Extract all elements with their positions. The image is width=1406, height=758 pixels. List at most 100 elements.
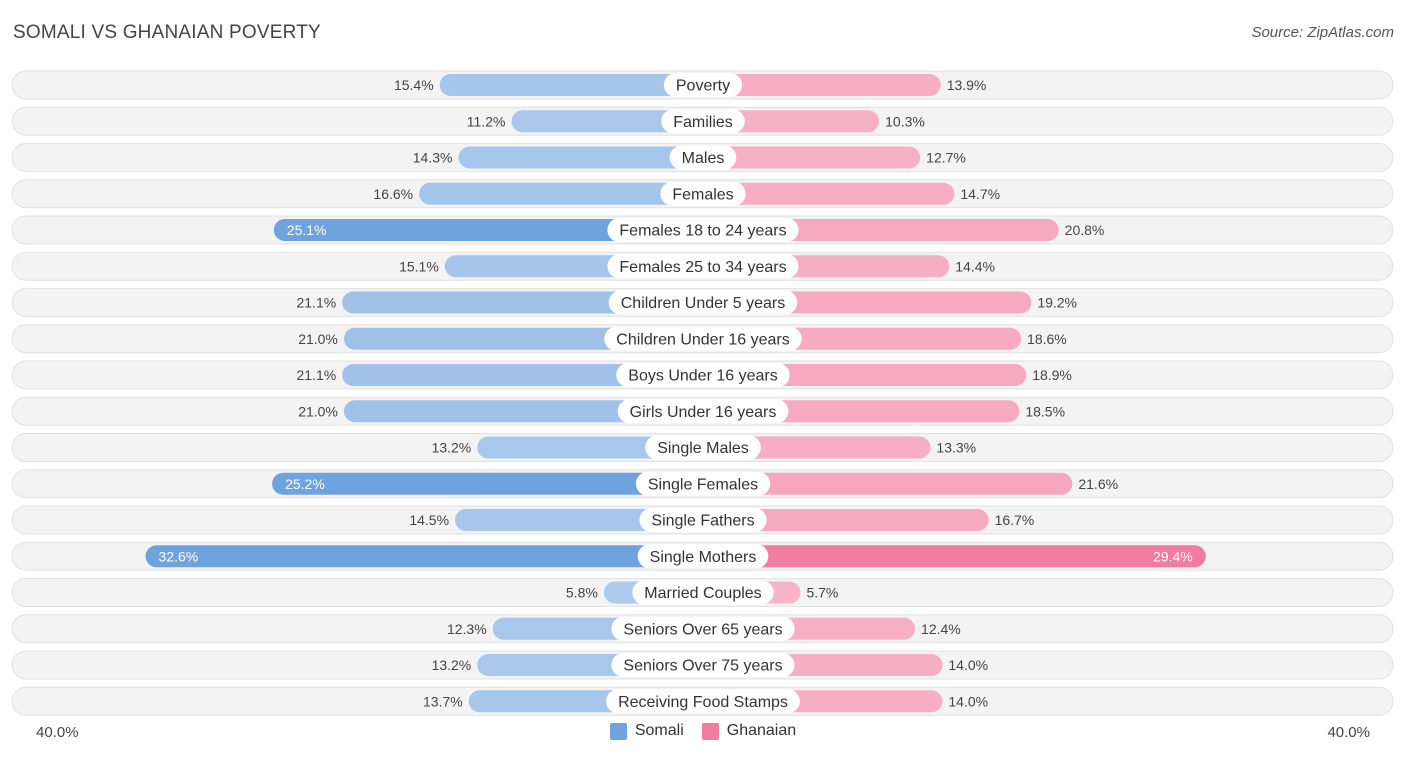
category-label: Receiving Food Stamps bbox=[618, 694, 788, 711]
category-label: Females 18 to 24 years bbox=[619, 223, 786, 240]
value-label-ghanaian: 21.6% bbox=[1078, 476, 1118, 492]
value-label-somali: 25.1% bbox=[287, 222, 327, 238]
bar-somali bbox=[343, 400, 703, 423]
category-label: Males bbox=[682, 150, 725, 167]
bar-somali bbox=[419, 182, 703, 205]
category-pill bbox=[661, 109, 745, 134]
bar-somali bbox=[272, 472, 703, 495]
category-label: Females 25 to 34 years bbox=[619, 259, 786, 276]
value-label-ghanaian: 13.9% bbox=[947, 77, 987, 93]
value-label-ghanaian: 14.0% bbox=[948, 693, 988, 709]
value-label-somali: 21.0% bbox=[298, 331, 338, 347]
value-label-somali: 5.8% bbox=[566, 585, 598, 601]
value-label-ghanaian: 14.4% bbox=[955, 258, 995, 274]
bar-ghanaian bbox=[703, 545, 1206, 568]
chart-row: 25.2% 21.6% Single Females bbox=[11, 469, 1394, 499]
value-label-somali: 11.2% bbox=[467, 113, 506, 129]
category-label: Single Males bbox=[657, 440, 749, 457]
value-label-somali: 14.3% bbox=[413, 150, 453, 166]
category-label: Children Under 5 years bbox=[621, 295, 786, 312]
value-label-ghanaian: 14.7% bbox=[960, 186, 1000, 202]
legend-label-ghanaian: Ghanaian bbox=[726, 722, 797, 739]
value-label-ghanaian: 18.9% bbox=[1032, 367, 1072, 383]
category-pill bbox=[611, 616, 795, 641]
value-label-ghanaian: 19.2% bbox=[1037, 295, 1077, 311]
legend-item-somali[interactable]: Somali bbox=[609, 722, 684, 740]
axis-right-label: 40.0% bbox=[1327, 724, 1370, 741]
value-label-ghanaian: 5.7% bbox=[806, 585, 838, 601]
category-pill bbox=[632, 580, 774, 605]
value-label-ghanaian: 12.7% bbox=[926, 150, 966, 166]
value-label-somali: 15.1% bbox=[399, 258, 439, 274]
chart-row: 21.0% 18.6% Children Under 16 years bbox=[11, 324, 1394, 354]
bar-somali bbox=[511, 110, 703, 133]
bar-ghanaian bbox=[703, 74, 941, 96]
value-label-somali: 21.1% bbox=[296, 295, 336, 311]
value-label-ghanaian: 20.8% bbox=[1065, 222, 1105, 238]
legend-item-ghanaian[interactable]: Ghanaian bbox=[701, 722, 797, 740]
category-label: Seniors Over 65 years bbox=[623, 621, 782, 638]
value-label-somali: 32.6% bbox=[159, 548, 199, 564]
value-label-ghanaian: 14.0% bbox=[948, 657, 988, 673]
category-label: Single Females bbox=[648, 476, 758, 493]
value-label-ghanaian: 16.7% bbox=[995, 512, 1035, 528]
value-label-somali: 15.4% bbox=[394, 77, 434, 93]
chart-row: 15.1% 14.4% Females 25 to 34 years bbox=[11, 251, 1394, 281]
category-pill bbox=[669, 145, 737, 170]
chart-row: 25.1% 20.8% Females 18 to 24 years bbox=[11, 215, 1394, 245]
category-pill bbox=[663, 73, 743, 97]
value-label-ghanaian: 18.6% bbox=[1027, 331, 1067, 347]
chart-row: 13.2% 14.0% Seniors Over 75 years bbox=[11, 650, 1394, 680]
value-label-somali: 12.3% bbox=[447, 621, 487, 637]
value-label-ghanaian: 18.5% bbox=[1025, 403, 1065, 419]
category-pill bbox=[660, 181, 746, 206]
chart-title: SOMALI VS GHANAIAN POVERTY bbox=[13, 22, 321, 43]
value-label-somali: 21.1% bbox=[296, 367, 336, 383]
chart-row: 15.4% 13.9% Poverty bbox=[11, 70, 1394, 100]
category-pill bbox=[607, 254, 799, 279]
bar-ghanaian bbox=[703, 472, 1073, 495]
category-label: Females bbox=[672, 186, 733, 203]
category-label: Girls Under 16 years bbox=[630, 404, 777, 421]
chart-row: 16.6% 14.7% Females bbox=[11, 179, 1394, 209]
chart-row: 21.1% 18.9% Boys Under 16 years bbox=[11, 360, 1394, 390]
chart-row: 14.3% 12.7% Males bbox=[11, 143, 1394, 172]
axis-left-label: 40.0% bbox=[36, 724, 79, 741]
category-label: Families bbox=[673, 114, 733, 131]
value-label-somali: 16.6% bbox=[373, 186, 413, 202]
value-label-somali: 14.5% bbox=[409, 512, 449, 528]
chart-row: 13.7% 14.0% Receiving Food Stamps bbox=[11, 686, 1394, 716]
source-label: Source: ZipAtlas.com bbox=[1251, 24, 1394, 41]
bar-ghanaian bbox=[703, 436, 931, 459]
chart-row: 32.6% 29.4% Single Mothers bbox=[11, 541, 1394, 571]
chart-row: 13.2% 13.3% Single Males bbox=[11, 433, 1394, 462]
category-label: Single Mothers bbox=[650, 549, 757, 566]
chart-row: 5.8% 5.7% Married Couples bbox=[11, 578, 1394, 607]
bar-ghanaian bbox=[703, 509, 989, 531]
bar-ghanaian bbox=[703, 182, 955, 205]
legend-swatch-somali bbox=[609, 722, 627, 740]
category-label: Single Fathers bbox=[651, 513, 754, 530]
chart-row: 21.1% 19.2% Children Under 5 years bbox=[11, 288, 1394, 317]
chart-row: 14.5% 16.7% Single Fathers bbox=[11, 505, 1394, 535]
chart-row: 11.2% 10.3% Families bbox=[11, 106, 1394, 136]
bar-somali bbox=[458, 146, 703, 169]
legend-label-somali: Somali bbox=[634, 722, 684, 739]
bar-ghanaian bbox=[703, 110, 880, 133]
value-label-somali: 21.0% bbox=[298, 403, 338, 419]
category-label: Poverty bbox=[676, 78, 730, 95]
bar-somali bbox=[273, 219, 703, 241]
category-pill bbox=[645, 435, 761, 460]
value-label-somali: 13.2% bbox=[432, 440, 472, 456]
value-label-somali: 13.2% bbox=[432, 657, 472, 673]
value-label-ghanaian: 29.4% bbox=[1153, 548, 1193, 564]
bar-somali bbox=[145, 545, 704, 568]
category-pill bbox=[608, 290, 798, 315]
chart-canvas: 15.4% 13.9% Poverty 11.2% 10.3% Families 14.3%… bbox=[11, 70, 1394, 716]
category-label: Children Under 16 years bbox=[616, 331, 789, 348]
category-pill bbox=[607, 218, 799, 242]
category-pill bbox=[616, 363, 790, 387]
category-pill bbox=[606, 689, 800, 714]
value-label-ghanaian: 10.3% bbox=[885, 113, 925, 129]
category-label: Boys Under 16 years bbox=[628, 368, 777, 385]
